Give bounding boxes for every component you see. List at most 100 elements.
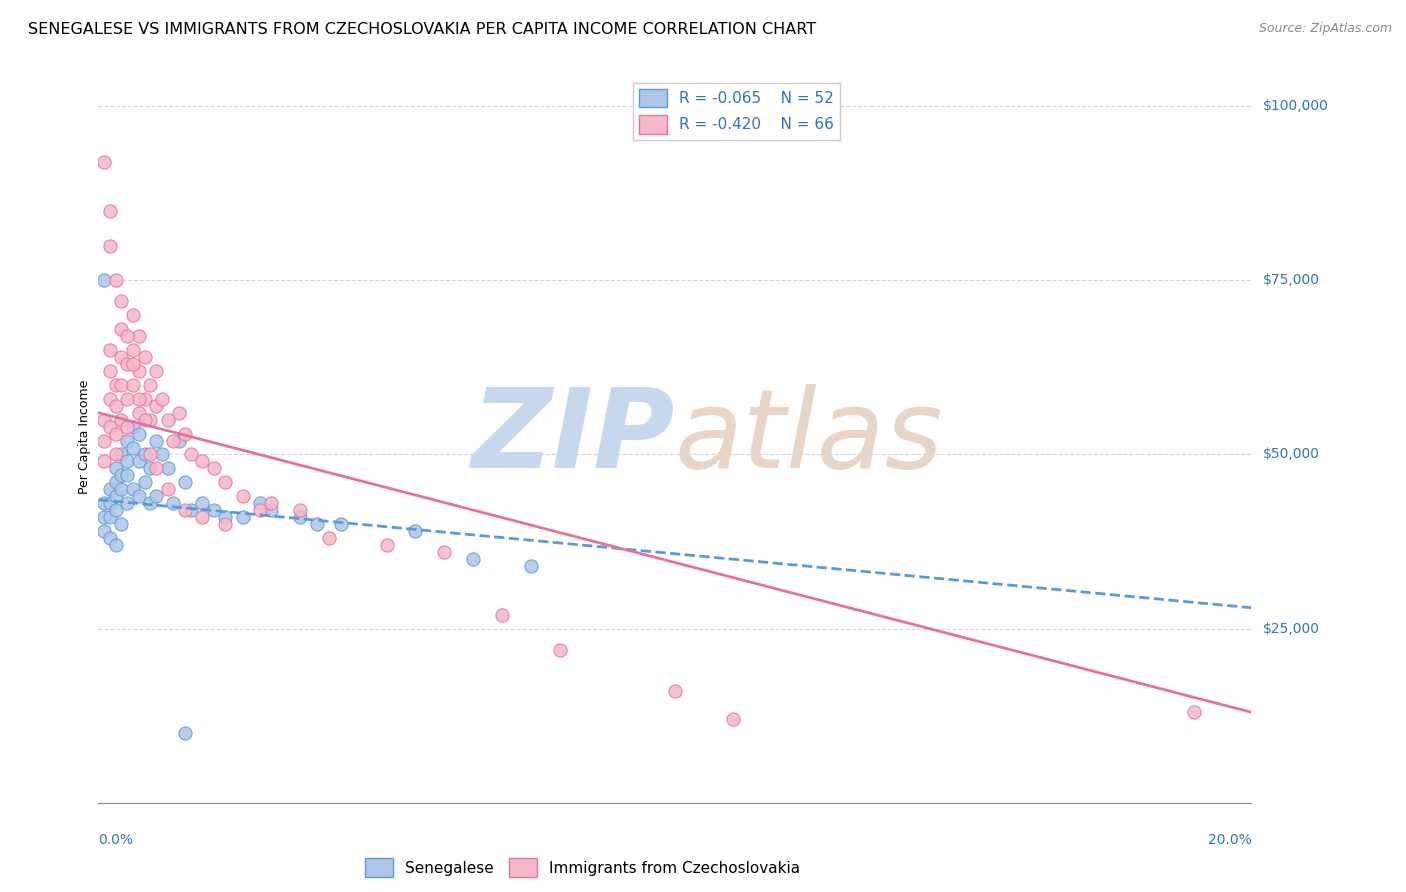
Point — [122, 419, 145, 434]
Point — [117, 419, 138, 434]
Point — [145, 461, 167, 475]
Text: $25,000: $25,000 — [1263, 622, 1319, 636]
Point — [122, 441, 145, 455]
Point — [104, 503, 127, 517]
Point — [110, 517, 132, 532]
Point — [202, 461, 225, 475]
Point — [98, 392, 121, 406]
Point — [98, 343, 121, 357]
Text: SENEGALESE VS IMMIGRANTS FROM CZECHOSLOVAKIA PER CAPITA INCOME CORRELATION CHART: SENEGALESE VS IMMIGRANTS FROM CZECHOSLOV… — [28, 22, 817, 37]
Point — [202, 503, 225, 517]
Point — [461, 552, 484, 566]
Point — [162, 496, 184, 510]
Point — [139, 377, 162, 392]
Point — [117, 496, 138, 510]
Point — [162, 434, 184, 448]
Point — [98, 238, 121, 252]
Point — [174, 426, 197, 441]
Point — [93, 155, 115, 169]
Point — [150, 448, 173, 462]
Point — [134, 412, 156, 426]
Point — [128, 392, 150, 406]
Point — [214, 475, 236, 490]
Point — [520, 558, 543, 573]
Point — [290, 503, 312, 517]
Text: atlas: atlas — [675, 384, 943, 491]
Point — [128, 426, 150, 441]
Point — [721, 712, 744, 726]
Point — [134, 475, 156, 490]
Text: $75,000: $75,000 — [1263, 273, 1319, 287]
Point — [139, 412, 162, 426]
Point — [191, 496, 214, 510]
Point — [180, 503, 202, 517]
Point — [122, 343, 145, 357]
Point — [122, 377, 145, 392]
Point — [110, 412, 132, 426]
Text: 0.0%: 0.0% — [98, 833, 134, 847]
Point — [104, 475, 127, 490]
Point — [110, 294, 132, 309]
Point — [117, 454, 138, 468]
Point — [249, 496, 271, 510]
Point — [405, 524, 427, 538]
Point — [122, 483, 145, 497]
Point — [1182, 705, 1205, 719]
Point — [117, 329, 138, 343]
Point — [260, 503, 283, 517]
Point — [110, 483, 132, 497]
Point — [191, 454, 214, 468]
Point — [249, 503, 271, 517]
Point — [214, 510, 236, 524]
Point — [128, 364, 150, 378]
Point — [139, 461, 162, 475]
Point — [174, 726, 197, 740]
Point — [145, 434, 167, 448]
Point — [93, 454, 115, 468]
Point — [134, 448, 156, 462]
Text: ZIP: ZIP — [471, 384, 675, 491]
Point — [231, 489, 254, 503]
Point — [260, 496, 283, 510]
Point — [117, 468, 138, 483]
Point — [134, 392, 156, 406]
Point — [128, 406, 150, 420]
Point — [231, 510, 254, 524]
Point — [318, 531, 340, 545]
Point — [93, 412, 115, 426]
Point — [167, 406, 190, 420]
Y-axis label: Per Capita Income: Per Capita Income — [79, 380, 91, 494]
Point — [156, 483, 179, 497]
Point — [98, 510, 121, 524]
Point — [98, 419, 121, 434]
Point — [290, 510, 312, 524]
Point — [122, 308, 145, 322]
Point — [110, 377, 132, 392]
Point — [117, 392, 138, 406]
Point — [167, 434, 190, 448]
Point — [110, 322, 132, 336]
Point — [145, 489, 167, 503]
Point — [139, 496, 162, 510]
Point — [433, 545, 456, 559]
Point — [664, 684, 686, 698]
Point — [98, 364, 121, 378]
Point — [98, 496, 121, 510]
Point — [104, 489, 127, 503]
Point — [93, 496, 115, 510]
Point — [307, 517, 329, 532]
Point — [128, 329, 150, 343]
Point — [145, 364, 167, 378]
Point — [180, 448, 202, 462]
Point — [134, 350, 156, 364]
Text: $50,000: $50,000 — [1263, 448, 1319, 461]
Point — [139, 448, 162, 462]
Point — [104, 538, 127, 552]
Point — [128, 489, 150, 503]
Point — [191, 510, 214, 524]
Point — [548, 642, 571, 657]
Point — [110, 350, 132, 364]
Point — [375, 538, 398, 552]
Point — [156, 412, 179, 426]
Point — [104, 377, 127, 392]
